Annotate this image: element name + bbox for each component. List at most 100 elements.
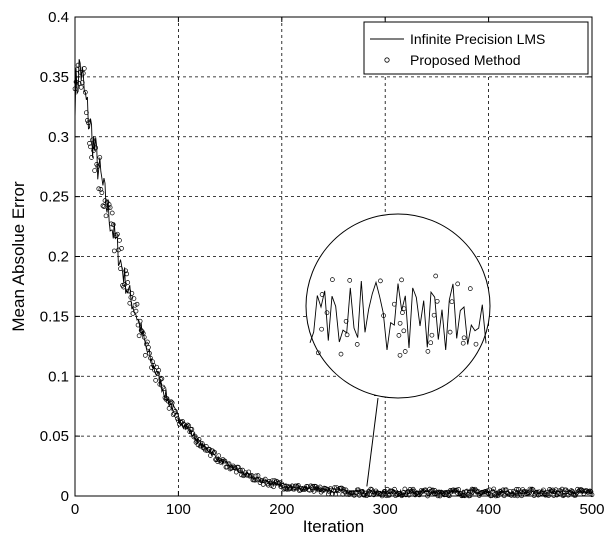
proposed-method-point: [192, 433, 198, 439]
proposed-method-point: [158, 376, 164, 382]
proposed-method-point: [406, 492, 412, 498]
proposed-method-point: [451, 487, 456, 493]
y-tick-label: 0.25: [40, 189, 69, 206]
proposed-method-point: [80, 70, 86, 76]
proposed-method-point: [454, 487, 459, 493]
inset-proposed-point: [401, 306, 407, 312]
inset-proposed-point: [344, 332, 350, 338]
proposed-method-point: [569, 488, 575, 494]
proposed-method-point: [170, 412, 176, 417]
plot-frame: [74, 16, 593, 497]
proposed-method-point: [79, 80, 85, 86]
proposed-method-point: [76, 81, 82, 86]
proposed-method-point: [300, 487, 305, 492]
inset-proposed-point: [397, 352, 403, 358]
proposed-method-point: [431, 490, 437, 496]
proposed-method-point: [311, 489, 317, 494]
inset-proposed-point: [428, 340, 434, 346]
proposed-method-point: [75, 62, 81, 68]
inset-proposed-point: [460, 340, 466, 346]
proposed-method-point: [527, 486, 533, 492]
proposed-method-point: [291, 486, 297, 492]
proposed-method-point: [169, 400, 175, 406]
x-tick-label: 400: [476, 501, 501, 518]
proposed-method-point: [295, 483, 301, 488]
proposed-method-point: [577, 487, 582, 493]
proposed-method-point: [185, 422, 191, 428]
proposed-method-point: [199, 441, 205, 446]
proposed-method-point: [155, 371, 161, 376]
proposed-method-point: [90, 137, 95, 143]
y-tick-label: 0.3: [48, 129, 69, 146]
proposed-method-point: [103, 213, 109, 219]
proposed-method-point: [127, 300, 133, 306]
proposed-method-point: [144, 341, 149, 347]
proposed-method-point: [123, 268, 129, 274]
proposed-method-point: [96, 186, 102, 192]
proposed-method-point: [93, 145, 99, 151]
proposed-method-point: [492, 492, 498, 497]
proposed-method-point: [145, 339, 150, 345]
proposed-method-point: [119, 246, 124, 251]
proposed-method-point: [238, 468, 243, 473]
proposed-method-point: [126, 288, 132, 294]
zoom-inset: [305, 213, 491, 487]
proposed-method-point: [153, 378, 158, 383]
proposed-method-point: [115, 231, 120, 237]
proposed-method-point: [314, 485, 320, 491]
proposed-method-point: [239, 472, 244, 478]
proposed-method-point: [573, 492, 578, 498]
proposed-method-point: [99, 190, 105, 196]
proposed-method-point: [473, 488, 479, 494]
proposed-method-point: [310, 483, 316, 489]
proposed-method-point: [86, 120, 91, 126]
inset-circle: [305, 213, 491, 399]
proposed-method-point: [525, 489, 531, 495]
inset-proposed-point: [319, 292, 325, 297]
proposed-method-point: [135, 322, 141, 328]
proposed-method-point: [82, 89, 88, 95]
proposed-method-point: [110, 222, 116, 227]
x-tick-label: 100: [166, 501, 191, 518]
inset-proposed-point: [400, 310, 405, 315]
proposed-method-point: [341, 487, 347, 492]
proposed-method-point: [136, 333, 142, 339]
y-tick-label: 0.35: [40, 69, 69, 86]
proposed-method-point: [294, 484, 300, 489]
proposed-method-point: [236, 464, 241, 470]
proposed-method-point: [168, 399, 174, 405]
proposed-method-point: [293, 483, 299, 489]
inset-proposed-point: [399, 277, 404, 283]
proposed-method-point: [524, 491, 530, 496]
proposed-method-point: [92, 168, 98, 173]
proposed-method-point: [101, 204, 107, 209]
y-axis-ticks: 0 0.05 0.1 0.15 0.2 0.25 0.3 0.35 0.4: [40, 9, 592, 505]
proposed-method-point: [514, 486, 519, 492]
proposed-method-point: [159, 376, 165, 381]
proposed-method-point: [262, 476, 268, 482]
proposed-method-point: [180, 419, 185, 424]
proposed-method-point: [77, 69, 83, 75]
legend: Infinite Precision LMS Proposed Method: [363, 21, 589, 75]
proposed-method-point: [196, 437, 202, 442]
proposed-method-point: [100, 203, 106, 209]
proposed-method-point: [530, 487, 536, 493]
inset-proposed-point: [347, 278, 353, 283]
proposed-method-point: [129, 290, 135, 296]
y-axis-label: Mean Absolue Error: [9, 181, 28, 332]
proposed-method-point: [157, 382, 163, 387]
legend-label-lms: Infinite Precision LMS: [410, 31, 545, 47]
proposed-method-point: [400, 492, 406, 498]
inset-proposed-point: [315, 350, 321, 356]
proposed-method-point: [208, 453, 213, 458]
proposed-method-point: [281, 486, 287, 492]
proposed-method-point: [506, 492, 512, 497]
proposed-method-point: [131, 296, 137, 301]
proposed-method-point: [191, 434, 197, 440]
proposed-method-point: [284, 486, 290, 492]
proposed-method-point: [89, 155, 94, 160]
y-tick-label: 0: [61, 488, 69, 505]
proposed-method-point: [490, 488, 496, 494]
proposed-method-point: [503, 487, 509, 493]
proposed-method-point: [125, 280, 131, 285]
